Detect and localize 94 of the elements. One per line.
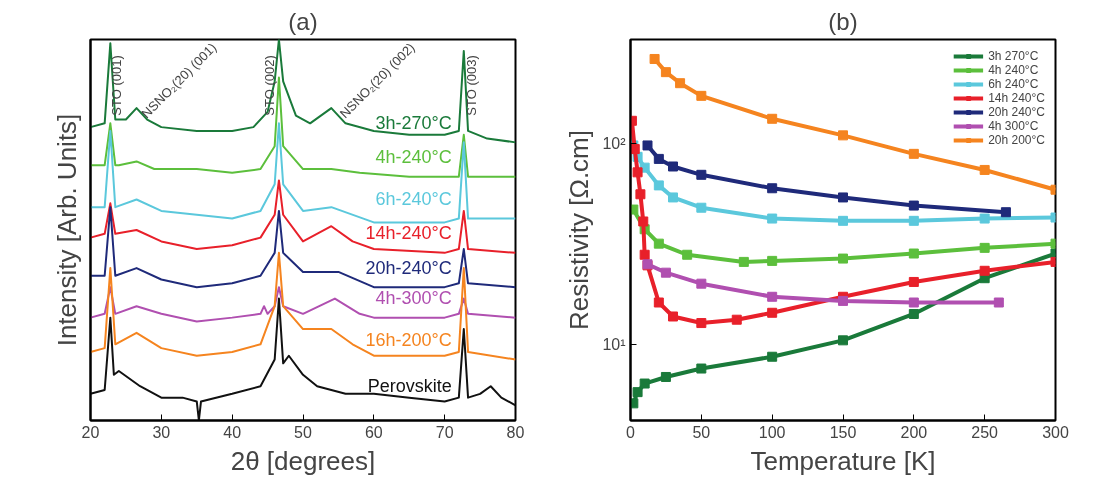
point [660, 267, 671, 278]
point [838, 295, 848, 306]
x-tick-label: 200 [900, 423, 928, 441]
point [908, 215, 919, 226]
x-tick-label: 100 [758, 423, 786, 441]
point [668, 161, 678, 172]
x-tick-label: 60 [364, 423, 383, 441]
x-tick-label: 250 [971, 423, 999, 441]
point [979, 213, 990, 224]
point [682, 249, 693, 260]
point [638, 216, 649, 227]
point [838, 192, 848, 203]
point [660, 67, 671, 78]
point [653, 153, 664, 164]
point [675, 78, 686, 89]
point [908, 248, 919, 259]
x-tick-label: 50 [294, 423, 312, 441]
y-tick-label: 10¹ [602, 336, 626, 354]
x-tick-label: 50 [692, 423, 711, 441]
point [642, 140, 653, 151]
point [838, 130, 848, 141]
point [696, 278, 707, 289]
point [738, 256, 749, 267]
legend-label: 6h 240°C [988, 77, 1039, 91]
y-tick-label: 10² [602, 135, 627, 153]
point [632, 387, 643, 398]
series-label: 14h-240°C [365, 223, 452, 244]
point [639, 378, 650, 389]
x-tick-label: 70 [435, 423, 454, 441]
point [767, 307, 778, 318]
point [767, 351, 778, 362]
point [649, 53, 660, 64]
point [668, 192, 678, 203]
chart-title: (b) [828, 7, 858, 35]
x-tick-label: 30 [152, 423, 171, 441]
point [767, 113, 778, 124]
point [731, 314, 742, 325]
x-tick-label: 20 [81, 423, 100, 441]
point [908, 200, 919, 211]
point [696, 318, 707, 329]
x-tick-label: 300 [1042, 423, 1069, 441]
point [639, 249, 650, 260]
x-axis-title: Temperature [K] [750, 445, 936, 476]
series-label: 16h-200°C [365, 330, 452, 351]
point [632, 167, 643, 178]
legend-label: 20h 200°C [988, 133, 1045, 147]
point [908, 276, 919, 287]
point [908, 297, 919, 308]
point [838, 253, 848, 264]
legend-label: 4h 240°C [988, 63, 1039, 77]
x-tick-label: 0 [626, 423, 636, 441]
annotation: STO (002) [261, 55, 277, 116]
annotation: STO (001) [108, 55, 124, 116]
series-label: Perovskite [367, 375, 452, 396]
x-tick-label: 150 [829, 423, 857, 441]
annotation: STO (003) [464, 55, 480, 116]
point [653, 297, 664, 308]
point [696, 202, 707, 213]
point [993, 297, 1004, 308]
point [838, 335, 848, 346]
series-label: 3h-270°C [375, 112, 452, 133]
point [979, 242, 990, 253]
point [660, 371, 671, 382]
series-label: 20h-240°C [365, 257, 452, 278]
y-axis-title: Resistivity [Ω.cm] [564, 129, 595, 330]
x-tick-label: 80 [506, 423, 525, 441]
chart-title: (a) [288, 7, 318, 35]
series-label: 4h-300°C [375, 288, 452, 309]
point [767, 213, 778, 224]
point [908, 309, 919, 319]
legend-label: 3h 270°C [988, 49, 1039, 63]
x-axis-title: 2θ [degrees] [230, 445, 376, 476]
point [696, 169, 707, 180]
legend-label: 20h 240°C [988, 105, 1045, 119]
point [653, 180, 664, 191]
point [653, 238, 664, 249]
point [838, 215, 848, 226]
legend-label: 4h 300°C [988, 119, 1039, 133]
series-label: 6h-240°C [375, 189, 452, 210]
y-axis-title: Intensity [Arb. Units] [51, 113, 82, 347]
point [1000, 207, 1011, 218]
series-label: 4h-240°C [375, 147, 452, 168]
point [908, 148, 919, 159]
point [979, 164, 990, 175]
point [767, 183, 778, 194]
point [767, 255, 778, 266]
point [979, 265, 990, 276]
point [696, 90, 707, 101]
x-tick-label: 40 [223, 423, 242, 441]
legend-label: 14h 240°C [988, 91, 1045, 105]
point [635, 189, 646, 200]
point [668, 311, 678, 322]
point [767, 291, 778, 302]
point [696, 363, 707, 374]
